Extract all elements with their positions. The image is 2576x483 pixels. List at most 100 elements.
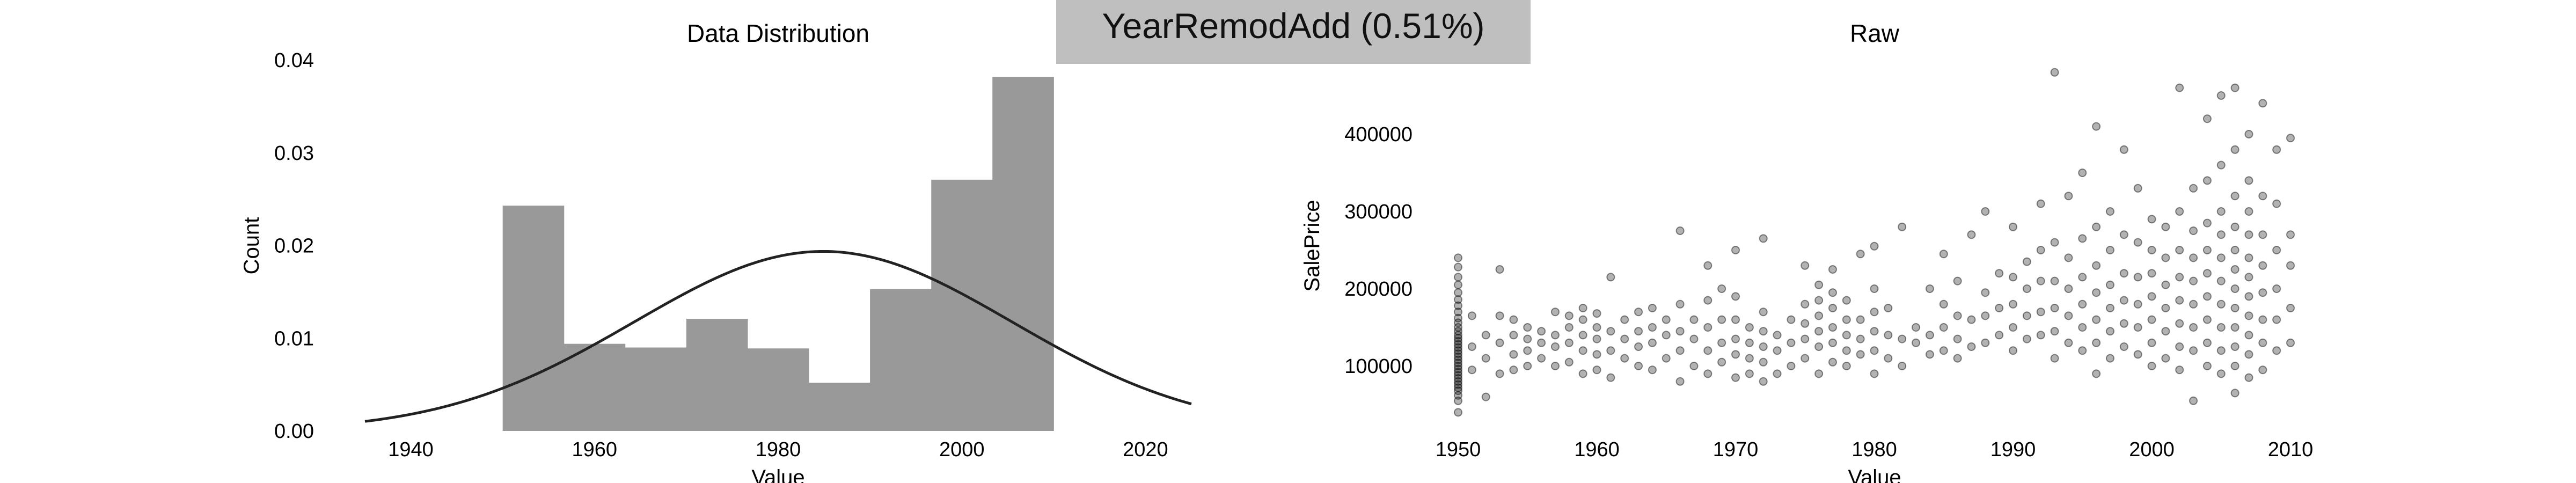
scatter-point-159 <box>1870 308 1879 317</box>
scatter-point-297 <box>2230 342 2240 351</box>
scatter-point-190 <box>1995 269 2004 278</box>
scatter-point-211 <box>2064 338 2073 347</box>
scatter-point-148 <box>1842 346 1851 355</box>
scatter-point-213 <box>2064 284 2073 293</box>
scatter-point-179 <box>1953 311 1962 320</box>
scatter-x-tick-label-0: 1950 <box>1436 438 1481 461</box>
scatter-point-308 <box>2244 350 2253 359</box>
scatter-point-115 <box>1745 354 1754 363</box>
scatter-point-40 <box>1495 369 1504 378</box>
scatter-point-290 <box>2216 253 2226 262</box>
scatter-point-79 <box>1620 315 1629 324</box>
scatter-point-219 <box>2078 273 2087 282</box>
scatter-x-tick-label-6: 2010 <box>2268 438 2314 461</box>
scatter-point-34 <box>1467 365 1476 375</box>
hist-x-tick-label-2: 1980 <box>756 438 801 461</box>
scatter-point-157 <box>1870 346 1879 355</box>
scatter-point-103 <box>1703 261 1713 270</box>
scatter-point-327 <box>2272 315 2281 324</box>
scatter-point-227 <box>2092 222 2101 231</box>
scatter-point-12 <box>1454 358 1462 368</box>
scatter-point-109 <box>1731 350 1740 359</box>
scatter-point-183 <box>1967 230 1976 239</box>
scatter-point-135 <box>1814 369 1824 378</box>
scatter-point-170 <box>1925 350 1934 359</box>
scatter-point-81 <box>1634 342 1643 351</box>
scatter-point-275 <box>2189 184 2198 193</box>
hist-x-tick-label-3: 2000 <box>939 438 985 461</box>
scatter-point-204 <box>2036 199 2045 208</box>
scatter-point-221 <box>2078 169 2087 177</box>
scatter-point-236 <box>2119 319 2128 328</box>
scatter-point-136 <box>1814 342 1824 351</box>
scatter-point-104 <box>1717 357 1726 367</box>
scatter-point-101 <box>1703 323 1713 332</box>
scatter-point-30 <box>1454 280 1462 289</box>
scatter-point-323 <box>2258 230 2267 239</box>
scatter-point-242 <box>2133 323 2142 332</box>
scatter-point-164 <box>1884 304 1893 312</box>
scatter-point-302 <box>2230 246 2240 254</box>
hist-y-tick-label-3: 0.03 <box>274 142 314 165</box>
scatter-point-15 <box>1454 349 1462 358</box>
hist-y-tick-label-2: 0.02 <box>274 235 314 258</box>
scatter-point-184 <box>1981 338 1990 347</box>
scatter-point-167 <box>1898 222 1907 231</box>
scatter-point-158 <box>1870 327 1879 336</box>
scatter-point-92 <box>1675 346 1685 355</box>
scatter-point-4 <box>1454 383 1462 392</box>
scatter-x-tick-label-3: 1980 <box>1851 438 1897 461</box>
scatter-point-90 <box>1662 315 1671 324</box>
scatter-point-334 <box>2286 261 2295 270</box>
scatter-point-11 <box>1454 362 1462 370</box>
scatter-point-107 <box>1717 284 1726 293</box>
scatter-point-139 <box>1814 296 1824 305</box>
scatter-point-50 <box>1523 334 1532 343</box>
scatter-point-166 <box>1898 334 1907 343</box>
scatter-point-207 <box>2050 304 2059 312</box>
scatter-point-269 <box>2189 346 2198 355</box>
hist-x-axis-label: Value <box>751 466 804 483</box>
scatter-point-141 <box>1828 357 1837 367</box>
hist-y-tick-label-1: 0.01 <box>274 327 314 350</box>
scatter-point-276 <box>2202 362 2212 370</box>
scatter-point-231 <box>2105 304 2114 312</box>
scatter-point-198 <box>2022 284 2031 293</box>
scatter-point-123 <box>1759 234 1768 243</box>
scatter-point-78 <box>1620 334 1629 343</box>
scatter-point-274 <box>2189 226 2198 235</box>
scatter-point-142 <box>1828 338 1837 347</box>
scatter-point-282 <box>2202 218 2212 228</box>
scatter-point-80 <box>1634 362 1643 370</box>
scatter-point-326 <box>2272 346 2281 355</box>
scatter-point-228 <box>2092 122 2101 131</box>
scatter-point-95 <box>1675 226 1685 235</box>
scatter-point-324 <box>2258 192 2267 201</box>
scatter-point-248 <box>2147 338 2156 347</box>
scatter-point-161 <box>1870 241 1879 251</box>
scatter-point-262 <box>2175 319 2184 328</box>
scatter-point-284 <box>2202 114 2212 123</box>
scatter-point-283 <box>2202 176 2212 185</box>
hist-bar-6 <box>870 289 932 431</box>
scatter-point-21 <box>1454 331 1462 340</box>
scatter-point-65 <box>1578 331 1587 340</box>
scatter-point-22 <box>1454 327 1462 336</box>
scatter-point-169 <box>1912 323 1921 332</box>
scatter-point-187 <box>1981 207 1990 216</box>
scatter-point-216 <box>2078 346 2087 355</box>
hist-title: Data Distribution <box>687 19 869 47</box>
scatter-point-45 <box>1509 350 1518 359</box>
scatter-point-176 <box>1939 250 1948 259</box>
scatter-point-96 <box>1689 362 1699 370</box>
scatter-point-332 <box>2286 338 2295 347</box>
scatter-point-87 <box>1648 304 1657 312</box>
scatter-point-188 <box>1995 331 2004 340</box>
scatter-point-132 <box>1801 319 1810 328</box>
scatter-point-197 <box>2022 311 2031 320</box>
scatter-point-140 <box>1814 280 1824 289</box>
scatter-point-300 <box>2230 284 2240 293</box>
hist-y-tick-label-0: 0.00 <box>274 420 314 443</box>
scatter-point-48 <box>1523 362 1532 370</box>
